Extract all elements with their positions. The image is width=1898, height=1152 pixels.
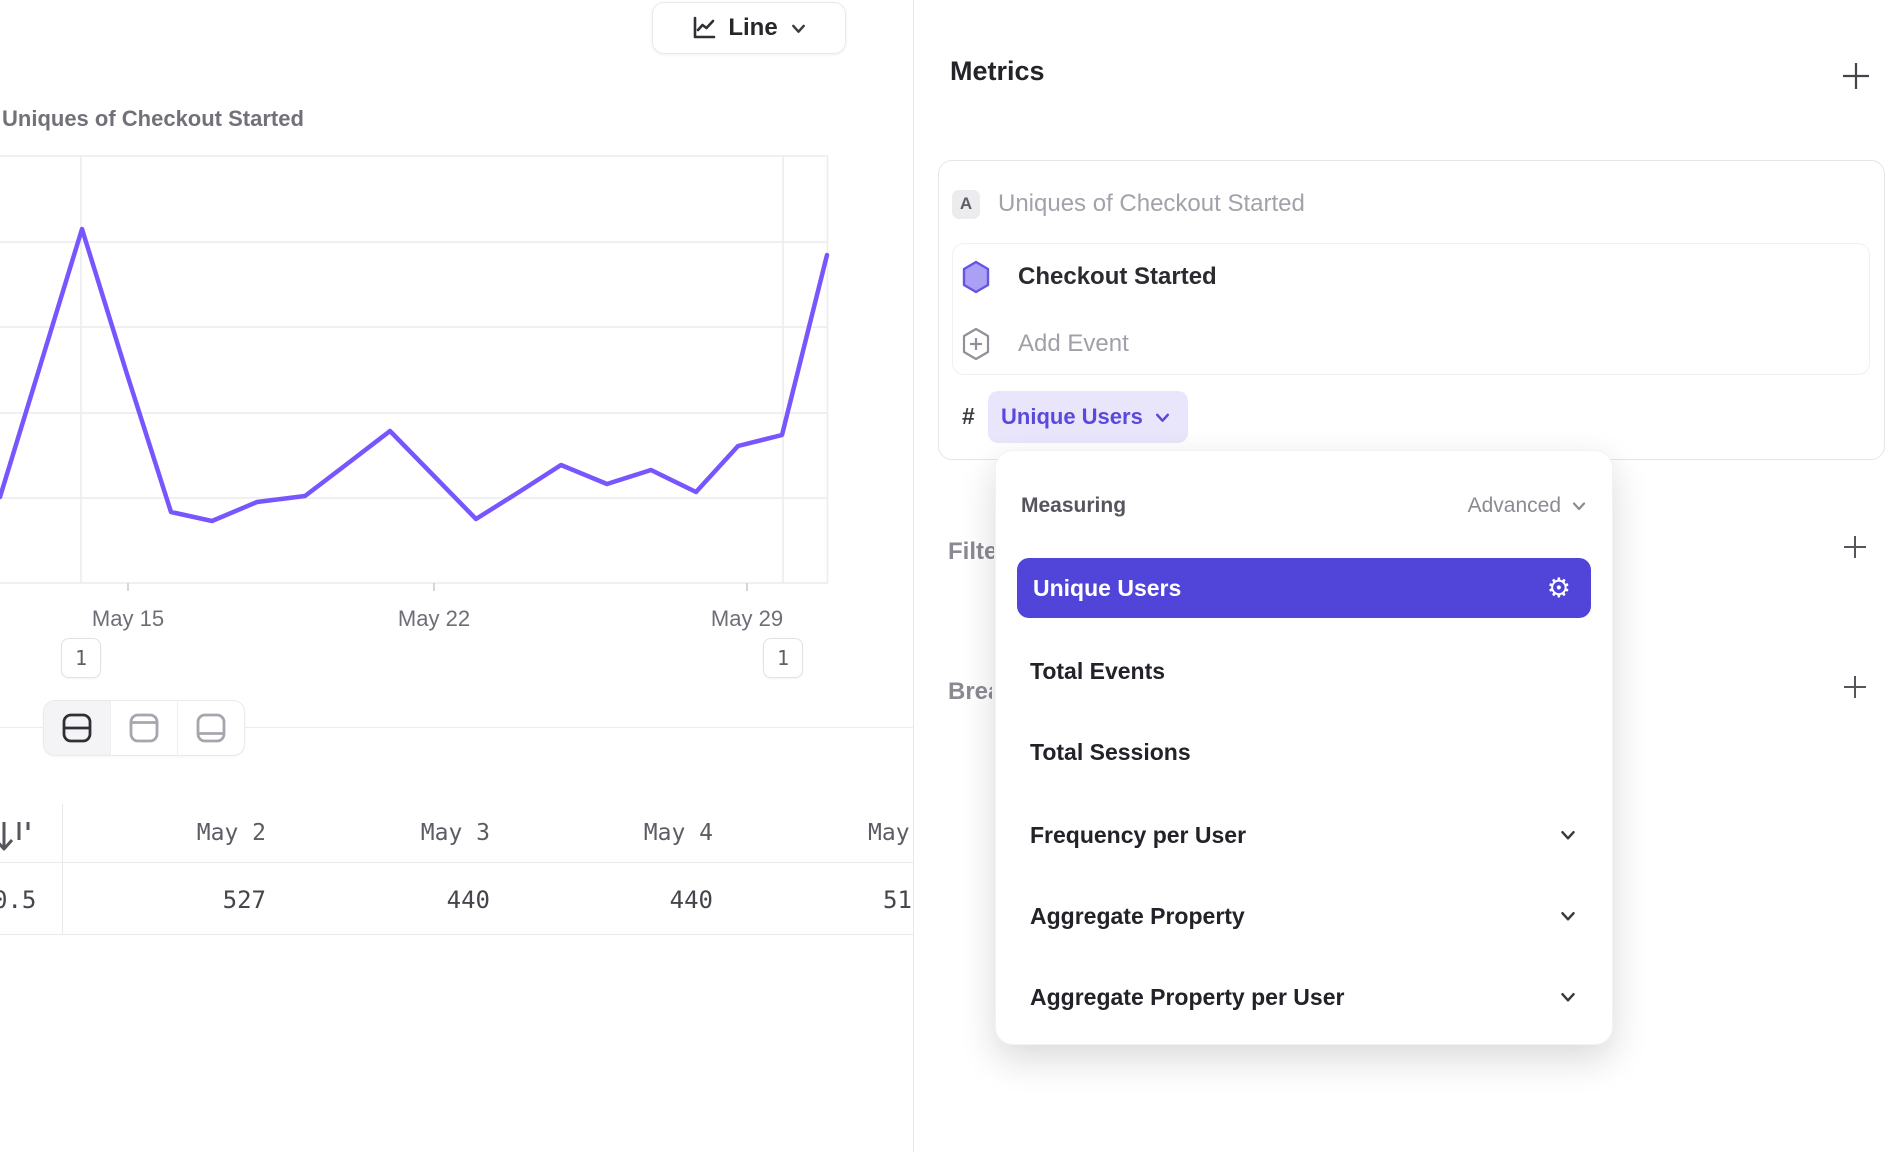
add-event-hexagon-plus-icon [962,327,990,361]
x-axis-label: May 29 [710,606,784,631]
measuring-dropdown-panel: Measuring Advanced Unique Users ⚙ Total … [995,450,1613,1045]
dropdown-option-unique-users[interactable]: Unique Users ⚙ [1017,558,1591,618]
filters-section-title: Filters [948,538,994,565]
table-row-label: 0.5 [0,886,37,914]
table-header-divider [0,862,913,863]
layout-table-only-button[interactable] [177,701,244,755]
x-axis-label: May 22 [397,606,471,631]
option-label: Unique Users [1033,574,1182,601]
dropdown-option-aggregate-property[interactable]: Aggregate Property [1017,894,1591,938]
layout-toggle-group [43,700,245,756]
plus-icon [1844,676,1866,698]
table-header-cell[interactable]: May 2 [196,820,266,846]
chevron-down-icon [1561,993,1575,1002]
line-chart-plot[interactable] [0,140,913,602]
measuring-label: Measuring [1021,494,1127,517]
layout-split-view-button[interactable] [44,701,110,755]
table-cell: 440 [669,886,713,914]
chart-title: Uniques of Checkout Started [2,106,304,131]
metric-series-row[interactable]: A Uniques of Checkout Started [952,188,1305,220]
dropdown-option-total-sessions[interactable]: Total Sessions [1017,730,1591,774]
add-filter-button[interactable] [1840,532,1870,562]
option-label: Frequency per User [1030,821,1247,848]
chart-pane: Line Uniques of Checkout Started May 15 … [0,0,913,1152]
advanced-label: Advanced [1467,494,1561,517]
option-label: Aggregate Property [1030,902,1245,929]
add-breakdown-button[interactable] [1840,672,1870,702]
chevron-down-icon [1572,502,1586,511]
table-cell: 527 [222,886,266,914]
pane-divider [913,0,914,1152]
event-row[interactable]: Checkout Started [962,259,1217,295]
chart-type-label: Line [728,14,778,41]
series-title: Uniques of Checkout Started [998,190,1305,217]
table-header-cell[interactable]: May 4 [643,820,713,846]
chevron-down-icon [791,24,805,33]
measurement-dropdown-trigger[interactable]: Unique Users [988,391,1188,443]
dropdown-option-frequency-per-user[interactable]: Frequency per User [1017,813,1591,857]
line-chart-icon [694,16,716,38]
annotation-badge[interactable]: 1 [61,638,101,678]
series-letter-badge: A [952,189,980,219]
x-axis-label: May 15 [91,606,165,631]
table-cell: 440 [446,886,490,914]
dropdown-option-aggregate-property-per-user[interactable]: Aggregate Property per User [1017,975,1591,1019]
add-metric-button[interactable] [1838,58,1874,94]
table-header-cell[interactable]: May [868,820,910,846]
option-label: Total Sessions [1030,738,1191,765]
option-label: Total Events [1030,657,1166,684]
chevron-down-icon [1155,413,1169,422]
annotation-badge[interactable]: 1 [763,638,803,678]
bottom-bar-layout-icon [196,713,226,743]
add-event-label: Add Event [1018,330,1129,357]
measurement-chip-label: Unique Users [1001,404,1143,429]
metrics-section-title: Metrics [950,56,1045,86]
dropdown-option-total-events[interactable]: Total Events [1017,649,1591,693]
plus-icon [1844,536,1866,558]
chevron-down-icon [1561,912,1575,921]
add-event-row[interactable]: Add Event [962,326,1129,362]
table-column-divider [62,804,63,934]
top-bar-layout-icon [129,713,159,743]
breakdowns-section-title: Breakdowns [948,678,992,705]
dropdown-header: Measuring Advanced [1021,491,1588,521]
gear-icon[interactable]: ⚙ [1546,572,1571,604]
chart-type-button[interactable]: Line [652,2,846,54]
hash-symbol: # [962,403,975,429]
option-label: Aggregate Property per User [1030,983,1345,1010]
event-name: Checkout Started [1018,263,1217,290]
event-hexagon-icon [962,260,990,294]
split-view-icon [62,713,92,743]
table-row-divider [0,934,913,935]
event-card [952,243,1870,375]
chevron-down-icon [1561,831,1575,840]
advanced-toggle[interactable]: Advanced [1468,494,1588,518]
sort-descending-icon[interactable] [0,814,36,865]
plus-icon [1843,63,1869,89]
table-header-cell[interactable]: May 3 [420,820,490,846]
table-cell: 51 [883,886,912,914]
layout-chart-only-button[interactable] [110,701,177,755]
section-divider [0,727,913,728]
